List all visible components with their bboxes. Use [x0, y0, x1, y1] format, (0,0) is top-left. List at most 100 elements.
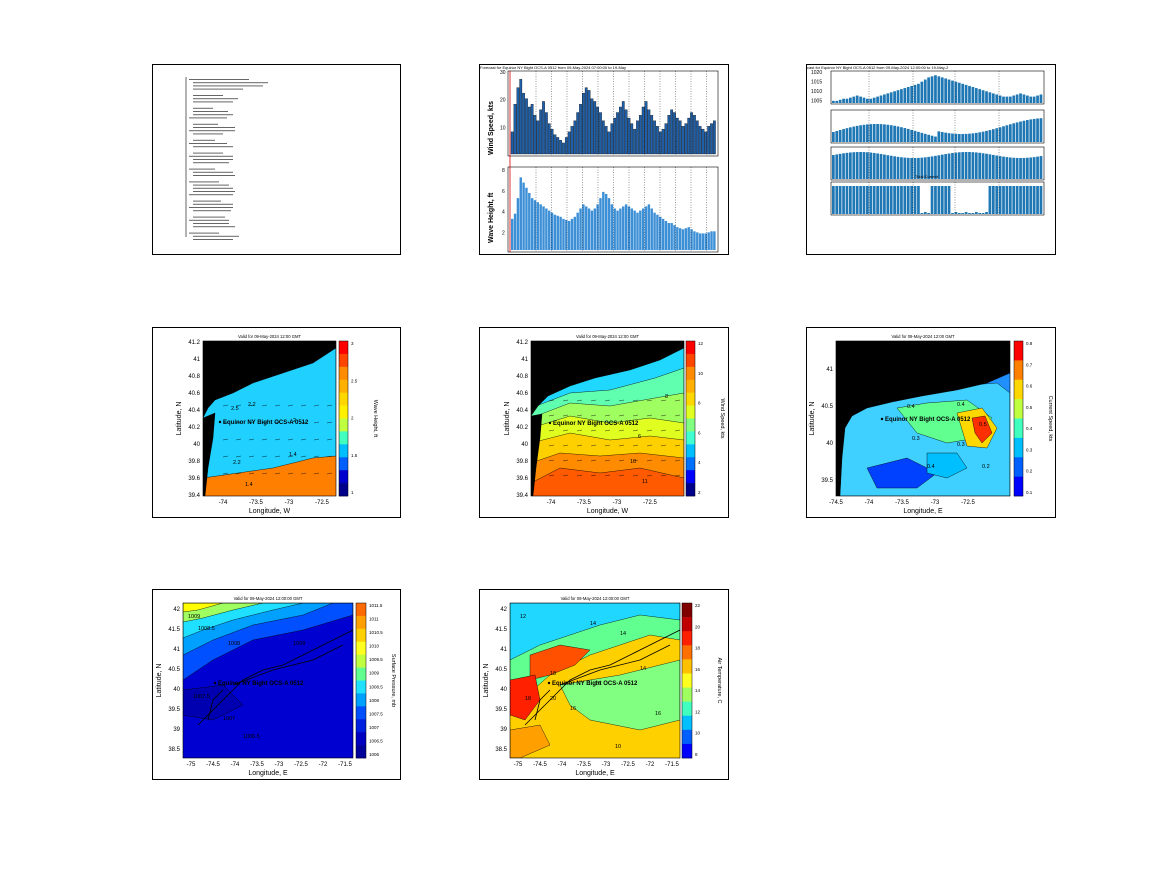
temp-bar [991, 129, 995, 142]
colorbar-tick: 0.1 [1026, 490, 1033, 495]
vector-arrow [274, 472, 281, 475]
humidity-bar [855, 152, 859, 179]
vector-arrow [660, 429, 667, 432]
wave-bar [616, 210, 619, 250]
vector-arrow [261, 455, 268, 458]
report-text-line [189, 194, 233, 196]
temp-bar [1029, 119, 1033, 142]
contour-label: 0.4 [907, 404, 915, 410]
wave-bar [513, 213, 517, 250]
vector-arrow [274, 455, 281, 458]
y-tick-label: 39 [173, 727, 180, 733]
x-tick-label: -73.5 [250, 762, 264, 768]
wave-bar [639, 210, 642, 250]
wind-bar [647, 109, 651, 155]
vector-arrow [618, 459, 625, 462]
y-tick-label: 40 [173, 687, 180, 693]
vector-arrow [287, 438, 294, 441]
report-text-line [189, 155, 233, 157]
vector-arrow [261, 438, 268, 441]
colorbar-segment [356, 719, 366, 733]
pressure-bar [974, 88, 978, 103]
vector-arrow [562, 444, 569, 447]
visibility-bar [883, 186, 886, 214]
report-text-line [189, 181, 219, 183]
wind-bar [539, 109, 543, 155]
humidity-bar [906, 157, 910, 179]
contour-label: 14 [620, 631, 626, 637]
colorbar-tick: 1010 [369, 644, 380, 649]
map-title: Valid for 09-May-2024 12:00:00 GMT [561, 596, 630, 601]
colorbar-segment [682, 687, 692, 702]
wind-bar [556, 137, 560, 155]
wave-bar [681, 229, 685, 250]
report-text-line [193, 223, 229, 224]
wave-bar [653, 212, 656, 250]
pressure-bar [947, 79, 951, 103]
colorbar-segment [686, 392, 695, 406]
vector-arrow [548, 459, 555, 462]
y-tick-label: 40.4 [516, 408, 528, 414]
visibility-bar [1036, 186, 1039, 214]
contour-label: 2.5 [231, 406, 239, 412]
contour-label: 10 [630, 459, 636, 465]
wind-bar [553, 134, 557, 155]
wind-bar [673, 112, 676, 155]
x-tick-label: -72.5 [294, 762, 308, 768]
colorbar-tick: 0.2 [1026, 469, 1033, 474]
vector-arrow [660, 474, 667, 477]
temp-bar [832, 132, 835, 142]
x-tick-label: -73.5 [577, 500, 591, 506]
x-tick-label: -73 [613, 500, 622, 506]
wave-bar [565, 219, 568, 250]
wave-bar [630, 208, 634, 250]
report-text-line [193, 171, 233, 173]
wind-bar [604, 126, 608, 155]
wind-bar [687, 117, 691, 155]
vector-arrow [248, 455, 255, 458]
wave-bar [553, 214, 557, 250]
pressure-bar [876, 96, 879, 103]
visibility-bar [1039, 186, 1043, 214]
vector-arrow [313, 438, 320, 441]
temp-bar [835, 131, 839, 142]
humidity-bar [1002, 156, 1005, 179]
wind-bar [664, 123, 668, 155]
wave-bar [548, 210, 551, 250]
pressure-bar [832, 100, 835, 103]
temp-bar [879, 124, 883, 142]
vector-arrow [287, 421, 294, 424]
wind-bar [593, 101, 597, 155]
vector-arrow [618, 474, 625, 477]
colorbar-segment [1014, 418, 1023, 439]
visibility-bar [1015, 186, 1019, 214]
x-tick-label: -74 [547, 500, 556, 506]
humidity-bar [1019, 157, 1022, 179]
temp-bar [838, 130, 842, 142]
y-tick-label: 39.5 [495, 707, 507, 713]
colorbar-tick: 4 [698, 460, 701, 465]
report-text-line [193, 210, 231, 212]
colorbar-segment [1014, 457, 1023, 477]
wave-bar [570, 218, 574, 250]
contour-label: 18 [525, 696, 531, 702]
y-tick-label: 40.5 [821, 404, 833, 410]
wind-wave-timeseries-panel: Forecast for Equinor NY Bight OCS-A 0512… [479, 64, 729, 255]
y-axis-label: Latitude, N [176, 402, 183, 436]
vector-arrow [548, 474, 555, 477]
pressure-bar [961, 83, 965, 103]
humidity-bar [1015, 157, 1019, 179]
vector-arrow [618, 444, 625, 447]
humidity-bar [947, 153, 951, 179]
colorbar-tick: 2 [351, 416, 354, 421]
temp-bar [971, 133, 975, 142]
colorbar-segment [339, 457, 348, 471]
wind-bar [519, 79, 523, 155]
colorbar-tick: 1007.5 [369, 711, 383, 716]
colorbar-tick: 1009.5 [369, 657, 383, 662]
coastline [232, 644, 344, 686]
colorbar-segment [1014, 341, 1023, 361]
wave-bar [542, 206, 545, 250]
vector-arrow [576, 474, 583, 477]
pressure-bar [1029, 96, 1033, 103]
